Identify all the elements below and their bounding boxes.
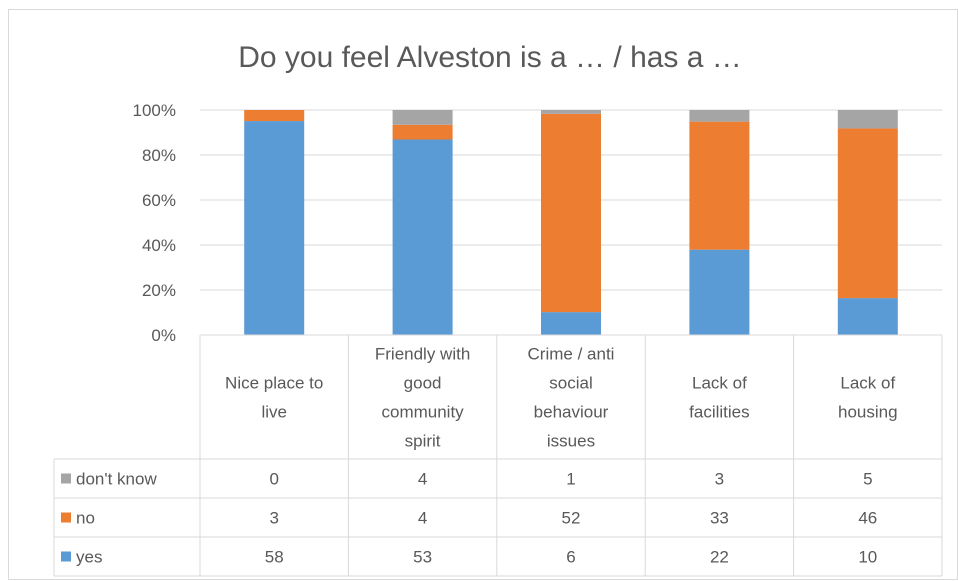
legend-label: don't know <box>76 470 157 489</box>
table-cell-value: 33 <box>710 509 729 528</box>
table-cell-value: 5 <box>863 470 872 489</box>
table-cell-value: 58 <box>265 548 284 567</box>
table-cell-value: 0 <box>269 470 278 489</box>
bar-segment-no <box>689 121 750 250</box>
category-label: Lack of <box>840 374 895 393</box>
table-cell-value: 4 <box>418 470 427 489</box>
bar-segment-don-t-know <box>837 110 898 129</box>
legend-label: yes <box>76 548 102 567</box>
category-label: Nice place to <box>225 374 323 393</box>
chart-frame <box>8 9 958 580</box>
table-cell-value: 1 <box>566 470 575 489</box>
bar-segment-yes <box>244 121 305 335</box>
category-label: housing <box>838 403 898 422</box>
y-axis: 0% 20% 40% 60% 80% 100% <box>133 101 176 345</box>
bar-segment-don-t-know <box>392 110 453 125</box>
bar-segment-yes <box>392 139 453 335</box>
bar-segment-no <box>837 128 898 299</box>
y-tick-label: 100% <box>133 101 176 120</box>
table-cell-value: 22 <box>710 548 729 567</box>
table-cell-value: 3 <box>269 509 278 528</box>
table-cell-value: 46 <box>858 509 877 528</box>
legend-key <box>61 551 71 562</box>
category-label: Crime / anti <box>528 345 615 364</box>
category-label: Friendly with <box>375 345 470 364</box>
category-label: community <box>382 403 465 422</box>
y-tick-label: 20% <box>142 281 176 300</box>
table-cell-value: 6 <box>566 548 575 567</box>
chart-title: Do you feel Alveston is a … / has a … <box>238 41 742 74</box>
y-tick-label: 80% <box>142 146 176 165</box>
legend-key <box>61 512 71 523</box>
bar-segment-don-t-know <box>689 110 750 122</box>
category-label: live <box>261 403 287 422</box>
table-cell-value: 3 <box>715 470 724 489</box>
category-label: spirit <box>405 432 441 451</box>
bar-segment-no <box>244 110 305 122</box>
bars <box>244 110 898 335</box>
bar-segment-no <box>392 124 453 140</box>
bar-segment-yes <box>541 312 601 335</box>
y-tick-label: 40% <box>142 236 176 255</box>
bar-segment-don-t-know <box>541 110 601 114</box>
y-tick-label: 0% <box>151 326 176 345</box>
y-tick-label: 60% <box>142 191 176 210</box>
category-label: behaviour <box>534 403 609 422</box>
category-label: issues <box>547 432 595 451</box>
category-label: facilities <box>689 403 749 422</box>
table-cell-value: 52 <box>562 509 581 528</box>
data-table: Nice place to live Friendly with good commun… <box>53 334 943 577</box>
category-label: good <box>404 374 442 393</box>
category-label: social <box>549 374 592 393</box>
bar-segment-yes <box>689 249 750 335</box>
legend-label: no <box>76 509 95 528</box>
table-cell-value: 4 <box>418 509 427 528</box>
legend-key <box>61 473 71 484</box>
category-label: Lack of <box>692 374 747 393</box>
table-cell-value: 53 <box>413 548 432 567</box>
bar-segment-yes <box>837 298 898 335</box>
bar-segment-no <box>541 113 601 313</box>
table-cell-value: 10 <box>858 548 877 567</box>
